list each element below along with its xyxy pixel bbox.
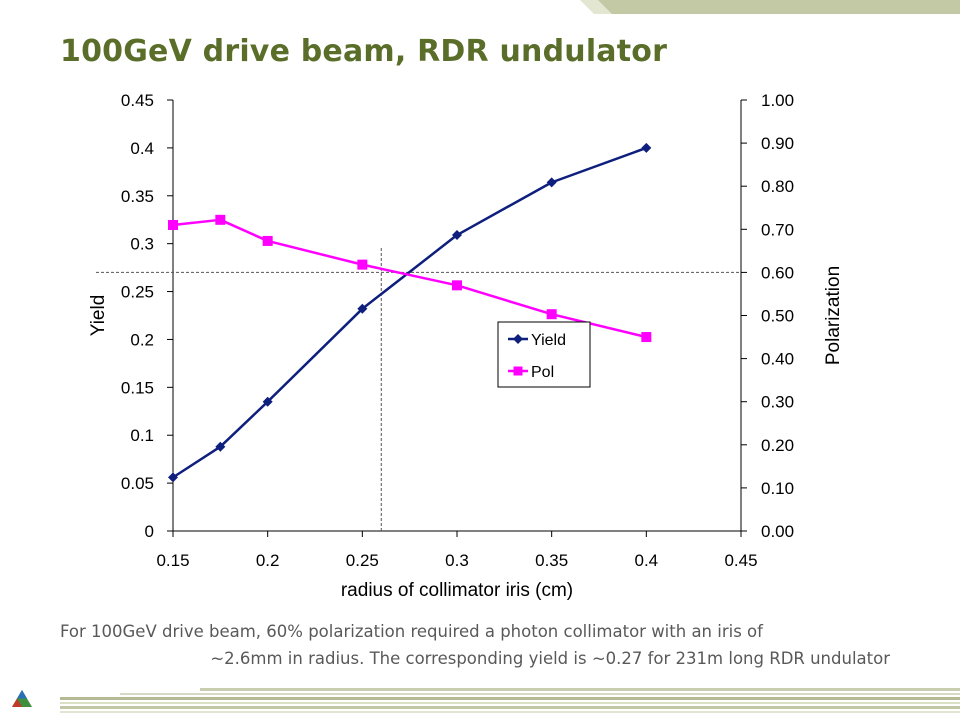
y-tick-label: 0 xyxy=(145,522,154,541)
x-tick-label: 0.2 xyxy=(256,551,280,570)
y-tick-label: 0.15 xyxy=(121,378,154,397)
x-tick-label: 0.35 xyxy=(535,551,568,570)
y2-axis-title: Polarization xyxy=(823,266,844,365)
axes-layer: 0.15 0.2 0.25 0.3 0.35 0.4 0.45 0 0.05 0.1 0.15 0.2… xyxy=(88,91,844,601)
caption: For 100GeV drive beam, 60% polarization … xyxy=(60,618,890,672)
y2-tick-label: 0.60 xyxy=(761,263,794,282)
y2-tick-label: 0.70 xyxy=(761,220,794,239)
header-band-shape xyxy=(585,0,960,14)
data-point-pol xyxy=(641,332,652,343)
data-point-pol xyxy=(215,214,226,225)
caption-line-2: ~2.6mm in radius. The corresponding yiel… xyxy=(210,649,890,668)
y2-tick-label: 0.20 xyxy=(761,436,794,455)
data-point-yield xyxy=(641,142,652,153)
y2-tick-label: 0.40 xyxy=(761,350,794,369)
y-tick-label: 0.35 xyxy=(121,187,154,206)
legend-pol-marker xyxy=(513,366,523,376)
data-point-pol xyxy=(452,280,462,291)
footer-band xyxy=(60,688,960,713)
data-point-pol xyxy=(262,235,273,246)
y2-tick-label: 1.00 xyxy=(761,91,794,110)
data-point-yield xyxy=(546,177,557,188)
x-tick-label: 0.4 xyxy=(635,551,659,570)
data-point-yield xyxy=(215,441,226,452)
data-point-pol xyxy=(546,309,557,320)
legend: Yield Pol xyxy=(497,321,591,388)
y-tick-label: 0.4 xyxy=(130,139,154,158)
caption-line-1: For 100GeV drive beam, 60% polarization … xyxy=(60,622,763,641)
y2-tick-label: 0.80 xyxy=(761,177,794,196)
legend-pol-label: Pol xyxy=(531,364,554,381)
y2-tick-label: 0.50 xyxy=(761,307,794,326)
y2-tick-label: 0.10 xyxy=(761,479,794,498)
x-tick-label: 0.15 xyxy=(156,551,189,570)
y-tick-label: 0.3 xyxy=(130,235,154,254)
legend-box xyxy=(497,321,591,388)
legend-yield-label: Yield xyxy=(531,332,566,349)
y-tick-label: 0.45 xyxy=(121,91,154,110)
data-point-yield xyxy=(168,472,178,483)
x-tick-label: 0.25 xyxy=(346,551,379,570)
y-axis-title: Yield xyxy=(88,295,109,337)
y2-tick-label: 0.00 xyxy=(761,522,794,541)
y-tick-label: 0.25 xyxy=(121,283,154,302)
series-pol-line xyxy=(172,218,647,339)
corner-logo xyxy=(12,690,32,707)
y-tick-label: 0.1 xyxy=(130,426,154,445)
data-point-yield xyxy=(452,230,462,241)
x-tick-label: 0.3 xyxy=(445,551,469,570)
header-band-accent xyxy=(580,0,612,14)
data-point-yield xyxy=(357,303,368,314)
series-layer xyxy=(168,142,652,483)
y-tick-label: 0.2 xyxy=(130,330,154,349)
y-tick-label: 0.05 xyxy=(121,474,154,493)
data-point-yield xyxy=(262,396,273,407)
data-point-pol xyxy=(357,259,368,270)
reference-lines xyxy=(96,248,741,531)
x-axis-title: radius of collimator iris (cm) xyxy=(341,580,573,601)
legend-yield-marker xyxy=(513,334,523,344)
series-yield-line xyxy=(172,146,647,479)
slide-title: 100GeV drive beam, RDR undulator xyxy=(60,34,668,69)
x-tick-label: 0.45 xyxy=(724,551,757,570)
data-point-pol xyxy=(168,219,178,230)
y2-tick-label: 0.90 xyxy=(761,134,794,153)
y2-tick-label: 0.30 xyxy=(761,393,794,412)
